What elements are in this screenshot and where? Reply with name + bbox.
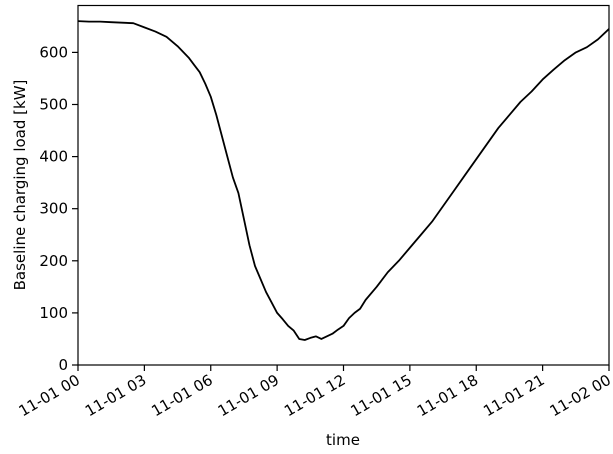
x-tick-label: 11-01 06 (148, 371, 215, 420)
x-tick-label: 11-02 00 (547, 371, 613, 420)
plot-area (77, 4, 610, 366)
x-tick-label: 11-01 03 (82, 371, 149, 420)
series-line (77, 20, 610, 341)
y-axis: 0 100 200 300 400 500 600 (39, 43, 78, 374)
y-tick-label: 500 (39, 95, 68, 113)
x-tick-label: 11-01 00 (16, 371, 83, 420)
x-tick-label: 11-01 18 (414, 371, 481, 420)
x-tick-label: 11-01 12 (281, 371, 348, 420)
x-axis-label: time (326, 431, 360, 449)
y-tick-label: 200 (39, 252, 68, 270)
y-tick-label: 300 (39, 200, 68, 218)
y-tick-label: 0 (58, 356, 68, 374)
x-tick-label: 11-01 09 (215, 371, 282, 420)
x-tick-label: 11-01 21 (480, 371, 547, 420)
y-tick-label: 100 (39, 304, 68, 322)
x-tick-label: 11-01 15 (347, 371, 414, 420)
y-axis-label: Baseline charging load [kW] (11, 80, 29, 291)
plot-frame (77, 4, 610, 366)
y-tick-label: 400 (39, 148, 68, 166)
y-tick-label: 600 (39, 43, 68, 61)
